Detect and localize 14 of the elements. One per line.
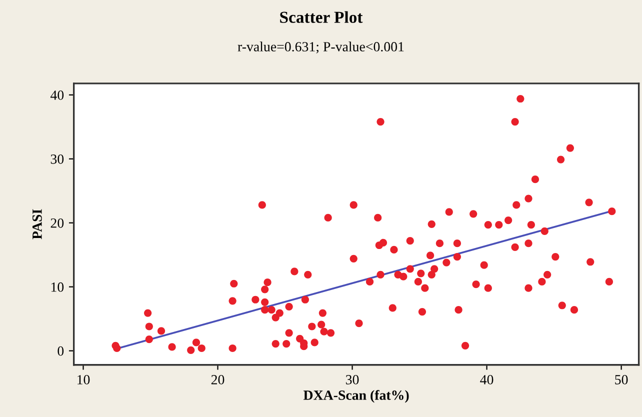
x-axis-title: DXA-Scan (fat%)	[304, 390, 409, 403]
y-axis-title: PASI	[32, 209, 42, 240]
y-tick-label: 30	[50, 154, 64, 164]
y-tick-label: 0	[58, 346, 64, 356]
y-tick-label: 40	[50, 90, 64, 100]
chart-title: Scatter Plot	[280, 11, 363, 23]
x-tick-label: 10	[78, 375, 90, 384]
x-tick-label: 40	[480, 375, 494, 384]
x-tick-label: 30	[346, 375, 359, 384]
y-tick-label: 10	[51, 282, 64, 292]
x-tick-label: 20	[211, 375, 224, 384]
x-tick-label: 50	[615, 375, 628, 384]
chart-subtitle: r-value=0.631; P-value<0.001	[238, 42, 404, 54]
y-tick-label: 20	[50, 218, 64, 228]
